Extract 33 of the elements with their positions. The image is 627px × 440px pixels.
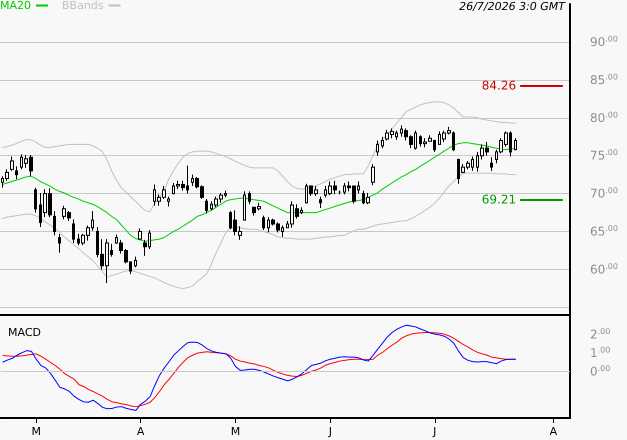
- candlestick: [490, 156, 493, 172]
- candlestick: [134, 256, 137, 268]
- candlestick: [58, 233, 61, 254]
- text: MACD: [8, 326, 41, 339]
- candlestick: [371, 164, 375, 186]
- annotation: 26/7/2026 3:0 GMT: [459, 0, 566, 13]
- x-tick-label: J: [328, 425, 332, 438]
- candlestick: [366, 192, 370, 205]
- candlestick: [319, 196, 322, 209]
- candlestick: [15, 166, 18, 180]
- candlestick: [53, 210, 56, 236]
- candlestick: [138, 228, 142, 240]
- candlestick: [381, 136, 384, 149]
- legend-label: BBands: [62, 0, 104, 12]
- ref-line-label: 69.21: [482, 192, 516, 207]
- candlestick: [262, 215, 265, 231]
- x-tick-label: A: [550, 425, 558, 438]
- legend-label: MA20: [0, 0, 32, 12]
- candlestick: [248, 190, 251, 205]
- line-series: [2, 142, 516, 242]
- candlestick: [10, 156, 14, 172]
- x-tick-label: M: [230, 425, 240, 438]
- x-tick-label: A: [136, 425, 145, 438]
- x-tick-label: J: [432, 425, 436, 438]
- x-tick-label: M: [31, 425, 41, 438]
- candlestick: [72, 218, 75, 244]
- ref-line-label: 84.26: [482, 78, 516, 92]
- candlestick: [34, 187, 37, 214]
- candlestick: [243, 190, 246, 221]
- candlestick: [514, 138, 517, 151]
- candlestick: [167, 196, 170, 208]
- candlestick: [376, 140, 379, 156]
- candlestick: [205, 198, 208, 214]
